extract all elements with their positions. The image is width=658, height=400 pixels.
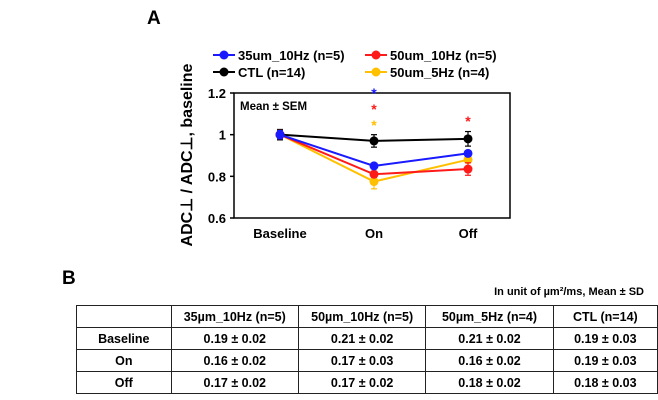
legend-label: 50um_5Hz (n=4) xyxy=(390,65,489,80)
table-cell: 0.17 ± 0.02 xyxy=(297,371,427,394)
significance-star: * xyxy=(371,117,377,133)
legend-marker xyxy=(371,50,381,60)
row-label: On xyxy=(76,349,172,372)
table-cell: 0.17 ± 0.02 xyxy=(170,371,299,394)
significance-star: * xyxy=(371,101,377,117)
table-row: Off 0.17 ± 0.02 0.17 ± 0.02 0.18 ± 0.02 0.18… xyxy=(76,371,658,394)
column-header: CTL (n=14) xyxy=(552,305,658,328)
table-cell: 0.17 ± 0.03 xyxy=(297,349,427,372)
table-cell: 0.21 ± 0.02 xyxy=(425,327,554,350)
y-axis-label: ADC⊥ / ADC⊥, baseline xyxy=(179,63,196,246)
legend-marker xyxy=(219,50,229,60)
legend-marker xyxy=(219,67,229,77)
table-cell: 0.18 ± 0.03 xyxy=(552,371,658,394)
legend-label: CTL (n=14) xyxy=(238,65,305,80)
data-point xyxy=(369,177,379,187)
column-header: 50µm_5Hz (n=4) xyxy=(425,305,554,328)
y-tick-label: 1 xyxy=(219,128,226,143)
legend-label: 50um_10Hz (n=5) xyxy=(390,48,497,63)
panel-a-label: A xyxy=(147,8,161,29)
significance-star: * xyxy=(465,113,471,129)
data-point xyxy=(463,164,473,174)
data-point xyxy=(463,148,473,158)
significance-star: * xyxy=(371,85,377,101)
table-header-row: 35µm_10Hz (n=5) 50µm_10Hz (n=5) 50µm_5Hz (… xyxy=(76,305,658,328)
x-tick-label: On xyxy=(365,226,383,241)
data-table: 35µm_10Hz (n=5) 50µm_10Hz (n=5) 50µm_5Hz (… xyxy=(76,305,658,394)
table-row: On 0.16 ± 0.02 0.17 ± 0.03 0.16 ± 0.02 0.19 … xyxy=(76,349,658,372)
table-cell: 0.16 ± 0.02 xyxy=(425,349,554,372)
table-cell: 0.19 ± 0.03 xyxy=(552,327,658,350)
plot-frame xyxy=(233,92,511,219)
data-point xyxy=(369,169,379,179)
annotation: Mean ± SEM xyxy=(240,101,307,113)
table-cell: 0.16 ± 0.02 xyxy=(170,349,299,372)
legend-label: 35um_10Hz (n=5) xyxy=(238,48,345,63)
y-tick-label: 1.2 xyxy=(208,86,226,101)
x-tick-label: Off xyxy=(459,226,478,241)
table-cell: 0.19 ± 0.02 xyxy=(170,327,299,350)
table-cell: 0.19 ± 0.03 xyxy=(552,349,658,372)
x-tick-label: Baseline xyxy=(253,226,306,241)
data-point xyxy=(369,136,379,146)
data-point xyxy=(463,155,473,165)
data-point xyxy=(275,130,285,140)
table-row: Baseline 0.19 ± 0.02 0.21 ± 0.02 0.21 ± 0.0… xyxy=(76,327,658,350)
legend-marker xyxy=(371,67,381,77)
column-header xyxy=(76,305,172,328)
column-header: 50µm_10Hz (n=5) xyxy=(297,305,427,328)
table-cell: 0.18 ± 0.02 xyxy=(425,371,554,394)
data-point xyxy=(369,161,379,171)
unit-note: In unit of µm²/ms, Mean ± SD xyxy=(494,286,644,298)
row-label: Off xyxy=(76,371,172,394)
panel-b-label: B xyxy=(62,268,76,289)
data-point xyxy=(463,134,473,144)
row-label: Baseline xyxy=(76,327,172,350)
column-header: 35µm_10Hz (n=5) xyxy=(170,305,299,328)
y-tick-label: 0.8 xyxy=(208,169,226,184)
table-cell: 0.21 ± 0.02 xyxy=(297,327,427,350)
line-chart: 0.6 0.8 1 1.2 Baseline On Off Mean ± SEM ADC⊥ / … xyxy=(179,48,511,246)
y-tick-label: 0.6 xyxy=(208,211,226,226)
